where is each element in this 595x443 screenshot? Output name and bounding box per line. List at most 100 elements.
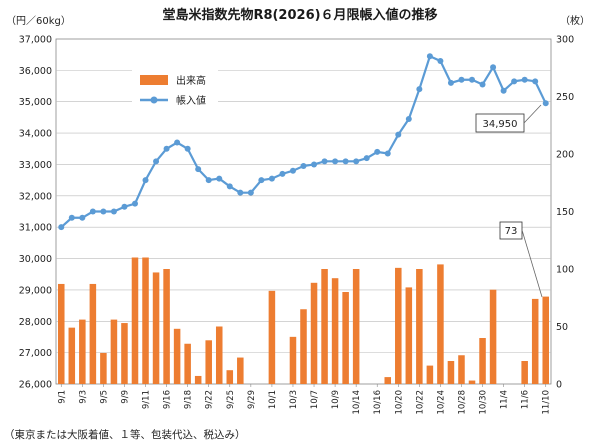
- volume-bar: [321, 269, 328, 384]
- volume-bar: [173, 328, 181, 384]
- price-point: [237, 189, 244, 196]
- volume-bar: [121, 323, 128, 384]
- left-tick-label: 28,000: [19, 317, 52, 328]
- price-point: [532, 78, 539, 85]
- left-tick-label: 34,000: [19, 129, 52, 140]
- price-point: [426, 53, 433, 60]
- price-point: [500, 87, 507, 94]
- volume-bars: [58, 257, 549, 384]
- x-tick-label: 10/1: [268, 390, 278, 409]
- right-tick-label: 100: [556, 265, 574, 276]
- left-tick-label: 32,000: [19, 191, 52, 202]
- price-point: [363, 155, 370, 162]
- x-tick-label: 9/18: [184, 390, 194, 409]
- axes: 26,000 27,000 28,000 29,000 30,000 31,000 32,0…: [19, 35, 574, 415]
- x-tick-label: 9/29: [247, 390, 257, 409]
- price-point: [416, 86, 423, 93]
- volume-callout-leader: [521, 229, 543, 298]
- price-point: [332, 158, 339, 165]
- price-point: [395, 131, 402, 138]
- price-line: [58, 53, 549, 231]
- price-point: [79, 214, 86, 221]
- price-point: [447, 79, 454, 86]
- volume-bar: [479, 338, 486, 384]
- x-tick-label: 9/9: [120, 390, 130, 404]
- price-point: [311, 161, 318, 168]
- price-point: [58, 224, 65, 231]
- volume-bar: [426, 365, 434, 384]
- volume-bar: [58, 283, 65, 384]
- price-point: [247, 189, 254, 196]
- price-point: [542, 100, 549, 107]
- left-tick-label: 26,000: [19, 380, 52, 391]
- price-callout-leader: [523, 104, 542, 124]
- price-point: [342, 158, 349, 165]
- price-point: [405, 115, 412, 122]
- price-point: [521, 76, 528, 83]
- price-point: [353, 158, 360, 165]
- price-point: [205, 177, 212, 184]
- volume-bar: [237, 357, 244, 384]
- volume-bar: [447, 361, 455, 384]
- price-point: [258, 177, 265, 184]
- volume-bar: [226, 370, 234, 384]
- volume-bar: [163, 269, 170, 384]
- volume-bar: [352, 269, 360, 384]
- legend: 出来高 帳入値: [132, 66, 218, 110]
- price-point: [479, 81, 486, 88]
- volume-bar: [142, 257, 149, 384]
- right-axis-unit: （枚）: [560, 14, 590, 27]
- right-tick-label: 250: [556, 92, 574, 103]
- price-point: [89, 208, 96, 215]
- price-point: [300, 163, 307, 170]
- legend-label-price: 帳入値: [176, 94, 206, 107]
- right-tick-label: 150: [556, 207, 574, 218]
- volume-bar: [289, 336, 297, 384]
- price-point: [195, 166, 202, 173]
- volume-bar: [68, 327, 76, 384]
- volume-bar: [437, 264, 444, 384]
- volume-bar: [194, 375, 202, 384]
- volume-bar: [131, 257, 139, 384]
- volume-bar: [521, 361, 528, 384]
- volume-bar: [405, 287, 413, 384]
- x-tick-label: 9/16: [163, 390, 173, 409]
- x-tick-label: 10/16: [373, 390, 383, 415]
- left-tick-label: 30,000: [19, 254, 52, 265]
- chart-title: 堂島米指数先物R8(2026)６月限帳入値の推移: [162, 7, 437, 23]
- x-tick-label: 9/22: [205, 390, 215, 409]
- volume-bar: [110, 319, 118, 384]
- x-tick-label: 10/20: [394, 390, 404, 415]
- x-tick-label: 9/3: [78, 390, 88, 404]
- price-point: [321, 158, 328, 165]
- volume-bar: [79, 319, 86, 384]
- price-point: [384, 150, 391, 157]
- volume-bar: [310, 282, 318, 384]
- volume-bar: [384, 377, 392, 384]
- price-point: [131, 200, 138, 207]
- left-tick-label: 37,000: [19, 35, 52, 46]
- price-point: [100, 208, 107, 215]
- volume-bar: [89, 283, 97, 384]
- volume-bar: [342, 292, 349, 384]
- x-tick-label: 10/9: [331, 390, 341, 409]
- price-callout-label: 34,950: [483, 119, 518, 130]
- price-point: [174, 139, 181, 146]
- callouts: 34,950 73: [475, 104, 543, 298]
- right-tick-label: 50: [556, 322, 568, 333]
- volume-bar: [184, 343, 191, 384]
- volume-bar: [268, 290, 276, 384]
- volume-bar: [395, 267, 402, 384]
- footnote: （東京または大阪着値、１等、包装代込、税込み）: [4, 428, 246, 441]
- x-tick-label: 11/10: [542, 390, 552, 415]
- legend-label-volume: 出来高: [176, 74, 206, 87]
- volume-bar: [152, 272, 160, 384]
- x-tick-label: 10/3: [289, 390, 299, 409]
- x-tick-label: 10/7: [310, 390, 320, 409]
- price-point: [268, 175, 275, 182]
- x-tick-label: 11/4: [500, 390, 510, 409]
- x-tick-label: 10/30: [479, 390, 489, 415]
- price-point: [226, 183, 233, 190]
- left-tick-label: 29,000: [19, 285, 52, 296]
